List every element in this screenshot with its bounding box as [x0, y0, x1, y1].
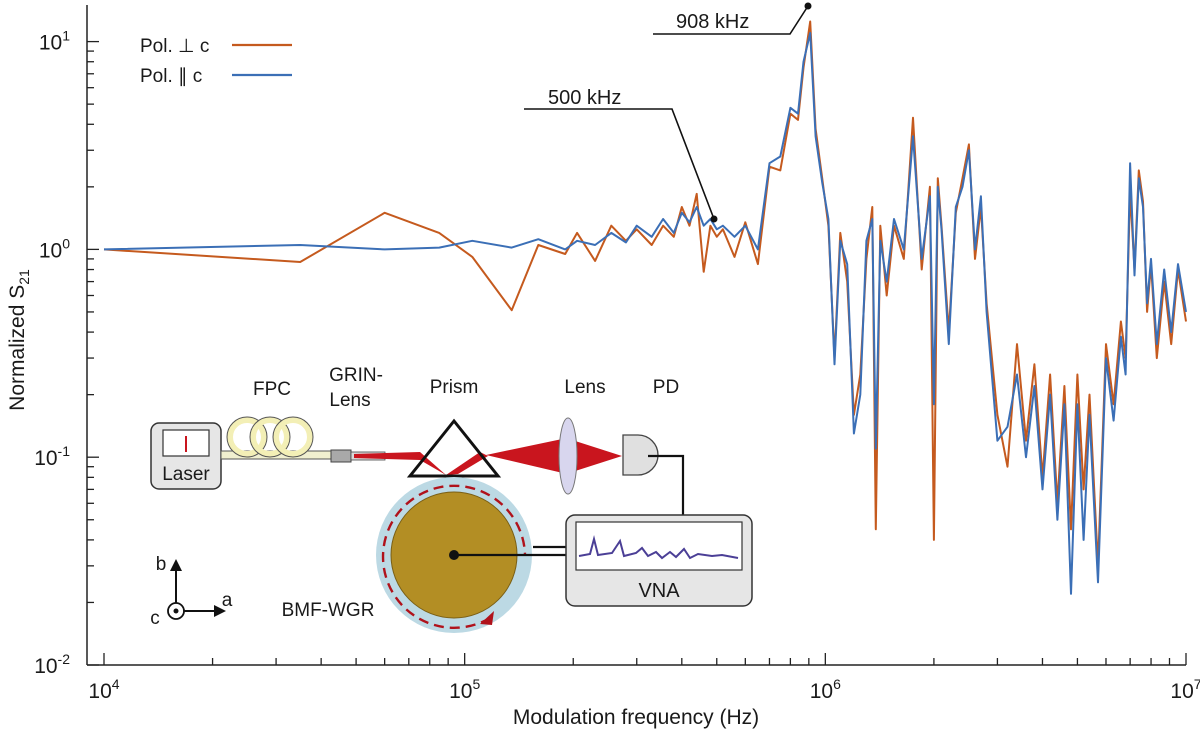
grin-lens: [330, 449, 352, 463]
annotation-908khz-dot: [804, 2, 812, 10]
x-axis-title: Modulation frequency (Hz): [513, 706, 759, 729]
fpc-loop-2: [250, 417, 290, 457]
fpc-loop-2-edge: [249, 416, 291, 458]
x-tick-label: 106: [810, 676, 841, 703]
axis-c-label: c: [150, 608, 160, 629]
beam-to-pd: [569, 439, 622, 473]
vna-screen: [575, 521, 743, 571]
annotation-908khz-leader: [653, 5, 809, 35]
laser-label: Laser: [162, 464, 210, 485]
axis-a-label: a: [222, 590, 233, 611]
y-tick-label: 100: [39, 235, 70, 262]
series-line-perp: [103, 20, 1187, 567]
focus-lens: [558, 417, 578, 495]
legend: Pol. ⊥ c Pol. ∥ c: [140, 36, 292, 87]
beam-in: [354, 452, 446, 475]
pd-label: PD: [653, 377, 679, 398]
annotation-908khz-text: 908 kHz: [676, 11, 749, 33]
fpc-label: FPC: [253, 379, 291, 400]
annotation-908khz: 908 kHz: [653, 2, 812, 35]
legend-label-para: Pol. ∥ c: [140, 66, 202, 87]
prism: [406, 418, 502, 478]
fpc-loop-1-edge: [226, 416, 268, 458]
vna-label: VNA: [638, 580, 680, 602]
fpc-loop-3-edge: [272, 416, 314, 458]
legend-label-perp: Pol. ⊥ c: [140, 36, 209, 57]
bmf-label: BMF-WGR: [282, 600, 375, 621]
axis-ticks: [87, 40, 1187, 666]
axis-b-label: b: [156, 554, 167, 575]
y-tick-label: 10-2: [34, 651, 70, 678]
axis-b-arrow: [170, 559, 182, 571]
fpc-loop-3: [273, 417, 313, 457]
grin-label-2: Lens: [329, 390, 370, 411]
axis-c-dot: [173, 608, 179, 614]
x-tick-label: 105: [449, 676, 480, 703]
x-tick-label: 107: [1170, 676, 1200, 703]
x-tick-label: 104: [88, 676, 119, 703]
y-axis-title: Normalized S21: [6, 269, 32, 411]
beam-out: [446, 452, 488, 475]
annotation-500khz-leader: [524, 108, 715, 220]
series-line-para: [103, 32, 1187, 595]
prism-label: Prism: [430, 377, 479, 398]
wgr-mode-arrow: [480, 611, 494, 625]
tick-labels: 104 105 106 107 10-2 10-1 100 101: [34, 28, 1200, 703]
axis-a-arrow: [214, 605, 226, 617]
fpc-loop-1: [227, 417, 267, 457]
vna-trace: [578, 535, 739, 560]
series-layer: [103, 20, 1187, 595]
y-tick-label: 101: [39, 28, 70, 55]
y-axis-title-text: Normalized S21: [6, 269, 32, 411]
wgr-mode-path: [381, 484, 527, 629]
y-tick-label: 10-1: [34, 443, 70, 470]
beam-to-lens: [486, 438, 567, 474]
lens-label: Lens: [564, 377, 605, 398]
annotation-500khz-dot: [710, 215, 718, 223]
annotation-500khz: 500 kHz: [524, 87, 718, 223]
setup-inset: Laser FPC GRIN- Lens Prism Lens PD: [150, 365, 753, 633]
grin-label-1: GRIN-: [329, 365, 383, 386]
annotation-500khz-text: 500 kHz: [548, 87, 621, 109]
pd-cable: [648, 454, 685, 515]
